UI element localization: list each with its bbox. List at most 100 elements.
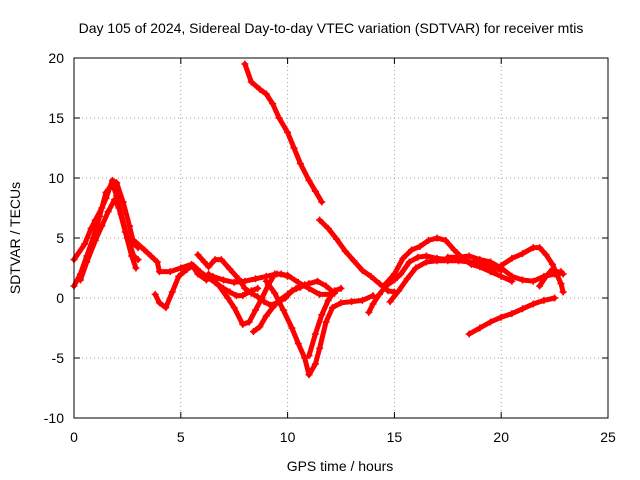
series-line bbox=[77, 197, 139, 283]
data-point bbox=[536, 282, 544, 290]
data-point bbox=[271, 289, 279, 297]
data-point bbox=[405, 258, 413, 266]
data-point bbox=[384, 287, 392, 295]
y-tick-label: 15 bbox=[48, 110, 64, 126]
data-point bbox=[262, 277, 270, 285]
data-point bbox=[196, 268, 204, 276]
series-line bbox=[242, 61, 325, 205]
data-point bbox=[205, 263, 213, 271]
data-point bbox=[226, 288, 234, 296]
data-point bbox=[454, 253, 462, 261]
data-point bbox=[224, 294, 232, 302]
data-point bbox=[162, 304, 170, 312]
data-point bbox=[153, 258, 161, 266]
series-track-k bbox=[305, 284, 345, 360]
data-point bbox=[465, 258, 473, 266]
data-point bbox=[341, 247, 349, 255]
data-point bbox=[316, 216, 324, 224]
grid bbox=[74, 58, 608, 418]
data-point bbox=[151, 290, 159, 298]
data-point bbox=[155, 299, 163, 307]
data-point bbox=[358, 266, 366, 274]
data-point bbox=[322, 318, 330, 326]
data-point bbox=[269, 100, 277, 108]
data-point bbox=[508, 254, 516, 262]
data-point bbox=[296, 160, 304, 168]
series-track-d bbox=[130, 236, 334, 298]
data-point bbox=[328, 304, 336, 312]
data-point bbox=[375, 280, 383, 288]
data-point bbox=[324, 224, 332, 232]
data-point bbox=[132, 264, 140, 272]
data-point bbox=[465, 252, 473, 260]
data-point bbox=[234, 275, 242, 283]
data-point bbox=[497, 272, 505, 280]
data-point bbox=[559, 270, 567, 278]
data-point bbox=[422, 258, 430, 266]
data-point bbox=[190, 262, 198, 270]
data-point bbox=[247, 78, 255, 86]
data-point bbox=[508, 310, 516, 318]
data-point bbox=[399, 254, 407, 262]
data-point bbox=[98, 222, 106, 230]
y-tick-label: -5 bbox=[52, 350, 65, 366]
data-point bbox=[130, 236, 138, 244]
data-point bbox=[508, 272, 516, 280]
data-point bbox=[375, 290, 383, 298]
data-point bbox=[241, 284, 249, 292]
data-point bbox=[258, 294, 266, 302]
data-point bbox=[115, 204, 123, 212]
data-point bbox=[252, 306, 260, 314]
data-point bbox=[241, 60, 249, 68]
data-point bbox=[262, 312, 270, 320]
data-point bbox=[166, 268, 174, 276]
data-point bbox=[239, 320, 247, 328]
data-point bbox=[269, 304, 277, 312]
data-point bbox=[294, 340, 302, 348]
y-axis-label: SDTVAR / TECUs bbox=[7, 182, 23, 294]
data-point bbox=[337, 284, 345, 292]
data-point bbox=[476, 324, 484, 332]
series-track-c bbox=[76, 196, 140, 284]
x-tick-label: 20 bbox=[493, 429, 509, 445]
data-point bbox=[256, 85, 264, 93]
series-track-h bbox=[241, 60, 326, 206]
data-point bbox=[529, 277, 537, 285]
data-point bbox=[252, 275, 260, 283]
data-point bbox=[108, 180, 116, 188]
data-point bbox=[271, 270, 279, 278]
data-point bbox=[220, 276, 228, 284]
data-point bbox=[277, 270, 285, 278]
data-point bbox=[311, 360, 319, 368]
data-point bbox=[81, 240, 89, 248]
data-point bbox=[104, 208, 112, 216]
data-point bbox=[230, 304, 238, 312]
data-point bbox=[559, 288, 567, 296]
data-point bbox=[284, 272, 292, 280]
series-track-j bbox=[262, 277, 377, 379]
series-track-e bbox=[151, 262, 262, 312]
data-point bbox=[254, 284, 262, 292]
data-point bbox=[134, 256, 142, 264]
data-point bbox=[314, 277, 322, 285]
y-tick-label: -10 bbox=[44, 410, 64, 426]
data-point bbox=[414, 253, 422, 261]
data-point bbox=[397, 270, 405, 278]
data-point bbox=[232, 292, 240, 300]
data-point bbox=[226, 265, 234, 273]
data-point bbox=[548, 265, 556, 273]
data-point bbox=[288, 324, 296, 332]
data-point bbox=[284, 128, 292, 136]
data-point bbox=[542, 251, 550, 259]
x-tick-label: 0 bbox=[70, 429, 78, 445]
data-point bbox=[337, 299, 345, 307]
data-point bbox=[529, 244, 537, 252]
data-point bbox=[369, 300, 377, 308]
data-point bbox=[403, 275, 411, 283]
data-point bbox=[121, 228, 129, 236]
data-point bbox=[407, 246, 415, 254]
data-point bbox=[128, 252, 136, 260]
series-line bbox=[250, 282, 308, 335]
